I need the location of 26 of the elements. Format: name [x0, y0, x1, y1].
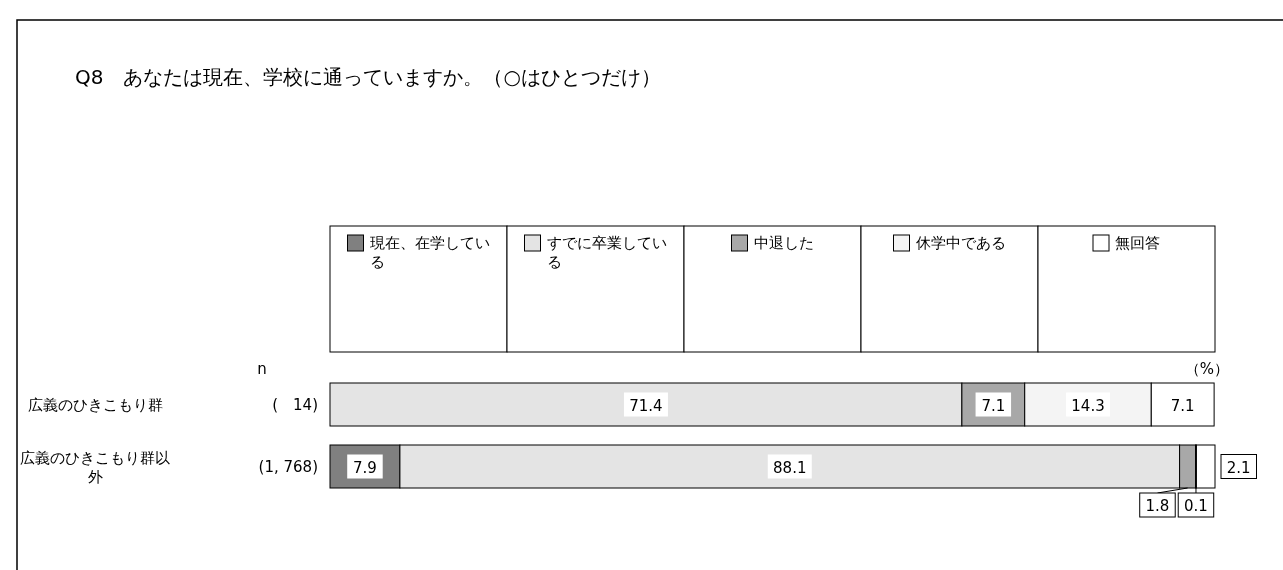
legend-label: すでに卒業している [546, 234, 667, 271]
data-label: 0.1 [1184, 497, 1208, 515]
legend-item: 無回答 [1092, 234, 1160, 252]
legend-item: 休学中である [893, 234, 1006, 252]
chart-title: Q8 あなたは現在、学校に通っていますか。（○はひとつだけ） [75, 65, 661, 89]
legend-label: 中退した [753, 234, 814, 252]
text: n [257, 360, 267, 378]
legend-label: 現在、在学している [369, 234, 490, 271]
legend-item: すでに卒業している [524, 234, 667, 271]
data-label: 88.1 [773, 458, 807, 477]
legend-item: 中退した [731, 234, 814, 252]
legend-label: 休学中である [915, 234, 1006, 252]
y-tick-label: 広義のひきこもり群 [27, 395, 163, 414]
data-label: 71.4 [629, 396, 663, 415]
legend-item: 現在、在学している [347, 234, 490, 271]
data-label: 7.1 [981, 396, 1006, 415]
data-label: 7.1 [1170, 396, 1195, 415]
legend-label: 無回答 [1115, 234, 1160, 252]
data-label: 7.9 [353, 458, 377, 477]
text: (1, 768) [258, 457, 318, 476]
y-tick-label: 広義のひきこもり群以外 [20, 448, 170, 486]
data-label: 14.3 [1071, 396, 1105, 415]
data-label: 1.8 [1145, 497, 1170, 515]
text: ( 14) [272, 395, 318, 414]
annotation: （%） [1184, 360, 1230, 378]
data-label: 2.1 [1226, 458, 1251, 477]
